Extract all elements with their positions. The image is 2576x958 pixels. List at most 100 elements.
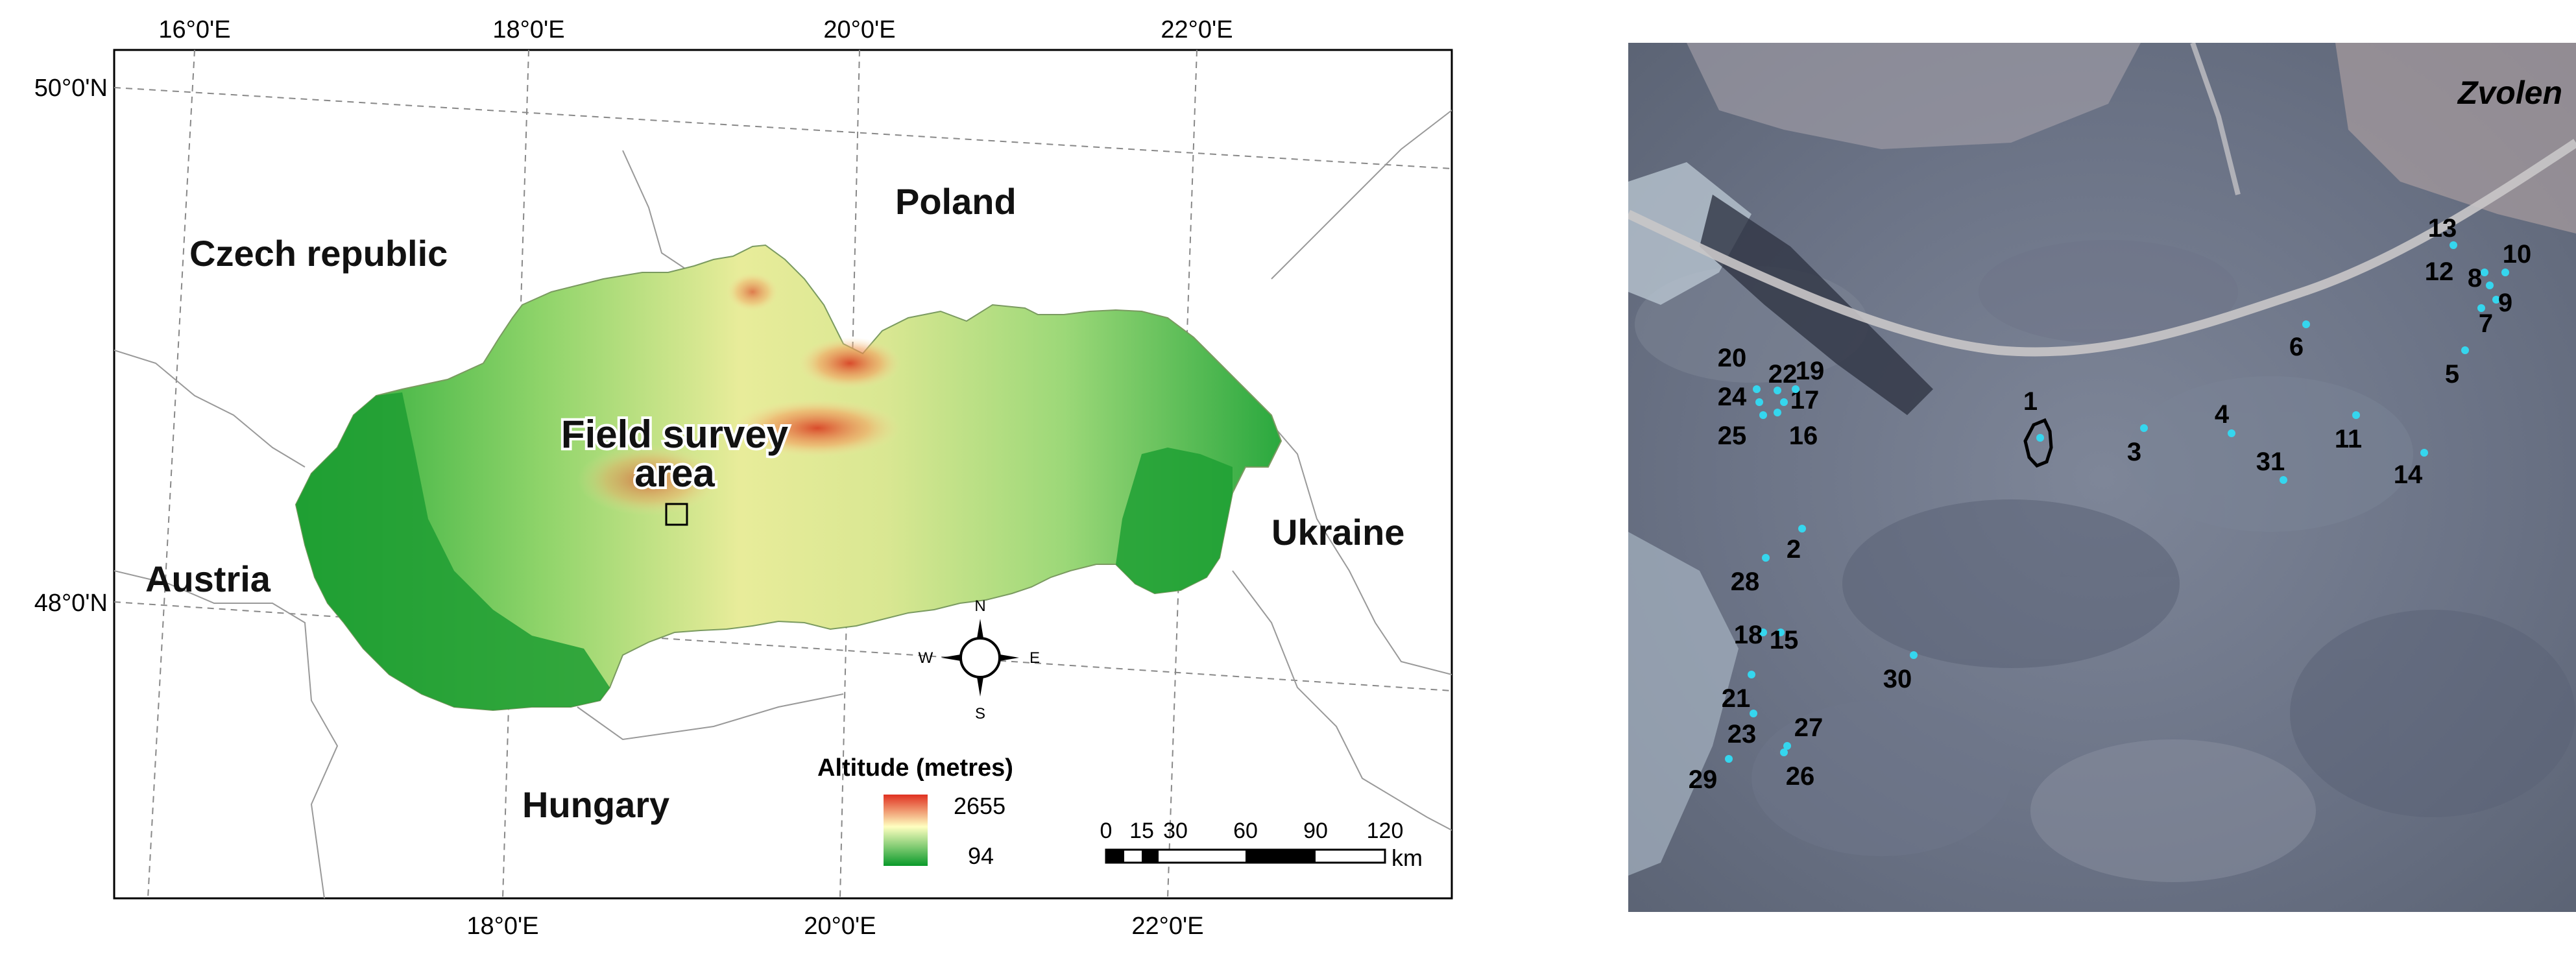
sampling-point-14 <box>2420 449 2428 457</box>
sampling-point-label-5: 5 <box>2445 360 2459 389</box>
sampling-point-label-26: 26 <box>1786 762 1815 791</box>
sampling-point-10 <box>2501 269 2509 276</box>
sampling-point-label-23: 23 <box>1727 720 1757 748</box>
bottom-tick-22e: 22°0'E <box>1131 913 1203 940</box>
sampling-point-30 <box>1910 651 1918 659</box>
sampling-point-20 <box>1753 385 1761 393</box>
sampling-point-27 <box>1783 742 1791 750</box>
sampling-point-label-27: 27 <box>1794 713 1824 742</box>
sampling-point-5 <box>2461 346 2469 354</box>
sampling-point-2 <box>1798 525 1806 533</box>
sampling-point-19 <box>1792 385 1800 393</box>
scale-bar: 0 15 30 60 90 120 km <box>1100 819 1423 871</box>
north-arrow: N S E W <box>919 597 1040 723</box>
survey-area-label-line1: Field survey <box>561 413 789 456</box>
east-lowland <box>1116 448 1233 593</box>
main-road <box>1628 139 2576 357</box>
legend-min: 94 <box>968 843 994 869</box>
west-lowland <box>296 392 610 710</box>
sampling-point-9 <box>2492 296 2500 304</box>
scale-unit: km <box>1391 844 1423 871</box>
sampling-point-3 <box>2140 424 2148 432</box>
sampling-point-label-25: 25 <box>1718 422 1747 450</box>
low-tatra-highlands <box>733 399 902 457</box>
sampling-point-13 <box>2450 241 2457 249</box>
sampling-point-12 <box>2481 269 2488 276</box>
sampling-point-18 <box>1759 629 1767 636</box>
compass-e: E <box>1029 649 1040 667</box>
bottom-tick-20e: 20°0'E <box>804 913 876 940</box>
compass-s: S <box>975 705 985 723</box>
survey-area-label-line2: area <box>634 451 715 495</box>
legend-color-ramp <box>884 795 928 866</box>
top-tick-16e: 16°0'E <box>158 16 230 43</box>
label-czech-republic: Czech republic <box>189 233 448 274</box>
legend-title: Altitude (metres) <box>817 754 1013 782</box>
sampling-point-label-7: 7 <box>2479 309 2493 338</box>
scale-tick-30: 30 <box>1163 819 1188 843</box>
scale-tick-90: 90 <box>1303 819 1328 843</box>
sampling-point-28 <box>1762 554 1770 562</box>
sampling-point-label-2: 2 <box>1787 535 1801 564</box>
sampling-point-label-19: 19 <box>1796 357 1825 385</box>
sampling-point-1 <box>2036 434 2044 442</box>
sampling-point-22 <box>1774 387 1781 394</box>
sampling-point-4 <box>2228 429 2235 437</box>
sampling-point-label-3: 3 <box>2127 438 2141 466</box>
top-tick-20e: 20°0'E <box>823 16 895 43</box>
label-poland: Poland <box>895 181 1017 222</box>
left-tick-50n: 50°0'N <box>34 75 108 102</box>
sampling-point-11 <box>2352 411 2360 419</box>
sampling-point-label-8: 8 <box>2468 264 2482 293</box>
sampling-point-26 <box>1780 748 1788 756</box>
scale-tick-60: 60 <box>1233 819 1258 843</box>
sampling-point-24 <box>1755 398 1763 406</box>
sampling-point-17 <box>1780 398 1788 406</box>
sampling-point-label-1: 1 <box>2023 387 2038 416</box>
secondary-road <box>2190 43 2241 195</box>
overview-map: 16°0'E 18°0'E 20°0'E 22°0'E 18°0'E 20°0'… <box>34 16 1453 940</box>
label-ukraine: Ukraine <box>1271 512 1404 553</box>
sampling-point-label-12: 12 <box>2425 257 2454 286</box>
compass-w: W <box>919 649 933 667</box>
sampling-point-label-28: 28 <box>1731 568 1760 596</box>
top-tick-18e: 18°0'E <box>492 16 564 43</box>
sampling-point-29 <box>1725 755 1733 763</box>
sampling-point-label-31: 31 <box>2256 448 2285 476</box>
sampling-point-label-22: 22 <box>1768 360 1798 389</box>
town-label-zvolen: Zvolen <box>2457 75 2562 111</box>
sampling-point-label-4: 4 <box>2215 400 2230 429</box>
sampling-point-label-6: 6 <box>2289 333 2304 361</box>
sampling-point-label-20: 20 <box>1718 344 1747 372</box>
sampling-point-label-9: 9 <box>2498 289 2512 317</box>
sampling-point-label-10: 10 <box>2503 240 2532 269</box>
sampling-points: 1234567891011121314151617181920212223242… <box>1689 214 2532 794</box>
sampling-point-label-14: 14 <box>2394 461 2423 489</box>
country-borders <box>114 110 1452 898</box>
altitude-legend: Altitude (metres) 2655 94 <box>817 754 1013 869</box>
bottom-tick-18e: 18°0'E <box>466 913 538 940</box>
scale-tick-0: 0 <box>1100 819 1113 843</box>
sampling-point-23 <box>1750 710 1757 717</box>
light-area-southwest <box>1628 532 1739 876</box>
legend-max: 2655 <box>954 793 1005 819</box>
sampling-point-7 <box>2477 304 2485 312</box>
top-tick-22e: 22°0'E <box>1161 16 1233 43</box>
survey-area-box <box>665 503 688 526</box>
sampling-point-8 <box>2486 281 2494 289</box>
sampling-point-label-11: 11 <box>2335 425 2362 453</box>
sampling-point-31 <box>2280 476 2287 484</box>
central-highlands <box>577 444 720 516</box>
north-highlands <box>727 272 778 311</box>
left-tick-48n: 48°0'N <box>34 590 108 617</box>
terrain-texture <box>1635 240 2575 882</box>
compass-n: N <box>974 597 985 615</box>
sampling-point-25 <box>1759 411 1767 419</box>
sampling-point-label-13: 13 <box>2428 214 2457 243</box>
sampling-point-label-29: 29 <box>1689 765 1718 794</box>
sampling-point-label-30: 30 <box>1883 665 1912 693</box>
label-austria: Austria <box>145 558 271 599</box>
scale-tick-120: 120 <box>1367 819 1404 843</box>
tatra-highlands <box>798 337 902 389</box>
